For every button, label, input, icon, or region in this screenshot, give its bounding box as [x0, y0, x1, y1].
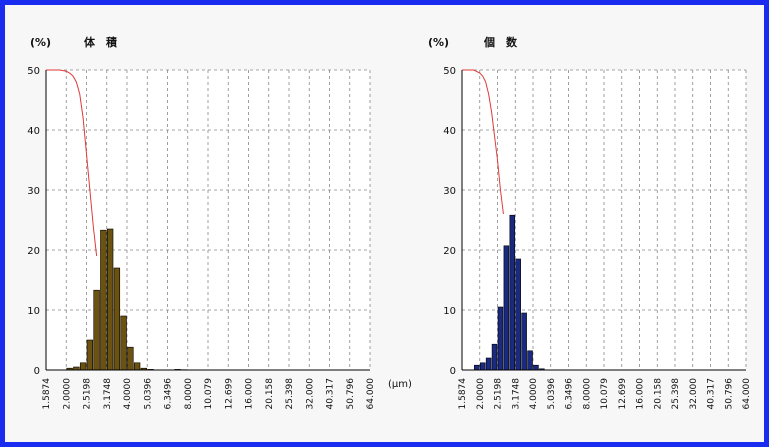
left-xtick-label: 6.3496: [164, 378, 174, 410]
right-bar: [533, 364, 539, 371]
right-ytick-label: 20: [443, 246, 456, 257]
left-xtick-label: 25.398: [285, 378, 295, 410]
right-xlabel: (μm): [388, 379, 412, 390]
left-bar: [127, 346, 134, 371]
right-xtick-label: 1.5874: [458, 378, 468, 410]
left-xtick-label: 1.5874: [42, 378, 52, 410]
right-xtick-label: 2.5198: [494, 378, 504, 410]
left-ytick-label: 20: [27, 246, 40, 257]
left-ytick-label: 40: [27, 126, 40, 137]
left-bar: [93, 289, 100, 371]
right-xtick-label: 10.079: [600, 378, 610, 410]
left-xtick-label: 2.0000: [62, 378, 72, 410]
left-bar: [79, 362, 87, 371]
right-xtick-label: 12.699: [618, 378, 628, 410]
left-bar: [120, 315, 127, 371]
left-ytick-label: 50: [27, 66, 40, 77]
right-xtick-label: 4.0000: [529, 378, 539, 410]
left-bar: [106, 228, 114, 371]
right-xtick-label: 8.0000: [582, 378, 592, 410]
right-ytick-label: 30: [443, 186, 456, 197]
left-ytick-label: 30: [27, 186, 40, 197]
right-xtick-label: 40.317: [707, 378, 717, 410]
left-title: 体 積: [84, 35, 118, 49]
right-xtick-label: 3.1748: [511, 378, 521, 410]
right-xtick-label: 16.000: [636, 378, 646, 410]
left-xtick-label: 12.699: [224, 378, 234, 410]
left-bar: [133, 362, 141, 371]
left-ytick-label: 0: [34, 366, 40, 377]
right-ytick-label: 50: [443, 66, 456, 77]
left-xtick-label: 5.0396: [143, 378, 153, 410]
left-xtick-label: 4.0000: [123, 378, 133, 410]
right-ytick-label: 0: [450, 366, 456, 377]
left-ytick-label: 10: [27, 306, 40, 317]
left-bar: [100, 229, 107, 371]
right-xtick-label: 2.0000: [476, 378, 486, 410]
left-xtick-label: 40.317: [326, 378, 336, 410]
right-xtick-label: 32.000: [689, 378, 699, 410]
right-xtick-label: 6.3496: [565, 378, 575, 410]
right-ytick-label: 40: [443, 126, 456, 137]
left-ylabel: (%): [30, 36, 51, 49]
right-title: 個 数: [483, 35, 518, 49]
left-xtick-label: 64.000: [366, 378, 376, 410]
left-xtick-label: 3.1748: [103, 378, 113, 410]
right-bar: [485, 357, 492, 371]
right-xtick-label: 64.000: [742, 378, 752, 410]
right-bar: [474, 364, 480, 371]
right-xtick-label: 20.158: [653, 378, 663, 410]
left-bar: [113, 267, 121, 371]
right-bar: [509, 214, 516, 371]
right-bar: [491, 343, 498, 371]
right-chart-count: 0 10 20 30 40 50 1.5874 2.0000 2.5198 3.1748 4.000…: [443, 66, 752, 410]
right-xtick-label: 50.796: [724, 378, 734, 410]
right-xtick-label: 25.398: [671, 378, 681, 410]
right-ylabel: (%): [428, 36, 449, 49]
left-xtick-label: 2.5198: [83, 378, 93, 410]
left-xtick-label: 8.0000: [184, 378, 194, 410]
left-xtick-label: 20.158: [265, 378, 275, 410]
left-cumulative-line: [46, 69, 98, 257]
right-bar: [515, 258, 521, 371]
left-xtick-label: 32.000: [305, 378, 315, 410]
right-ytick-label: 10: [443, 306, 456, 317]
left-xtick-label: 10.079: [204, 378, 214, 410]
right-bar: [527, 350, 533, 371]
right-cumulative-line: [462, 69, 504, 215]
left-chart-volume: 0 10 20 30 40 50 1.5874 2.0000 2.5198 3.1748 4.000…: [27, 66, 376, 410]
right-bar: [497, 306, 504, 371]
right-bar: [521, 312, 527, 371]
right-bar: [503, 245, 510, 371]
left-xtick-label: 16.000: [245, 378, 255, 410]
left-xtick-label: 50.796: [346, 378, 356, 410]
right-xtick-label: 5.0396: [547, 378, 557, 410]
right-bar: [479, 362, 486, 371]
left-bar: [86, 339, 94, 371]
